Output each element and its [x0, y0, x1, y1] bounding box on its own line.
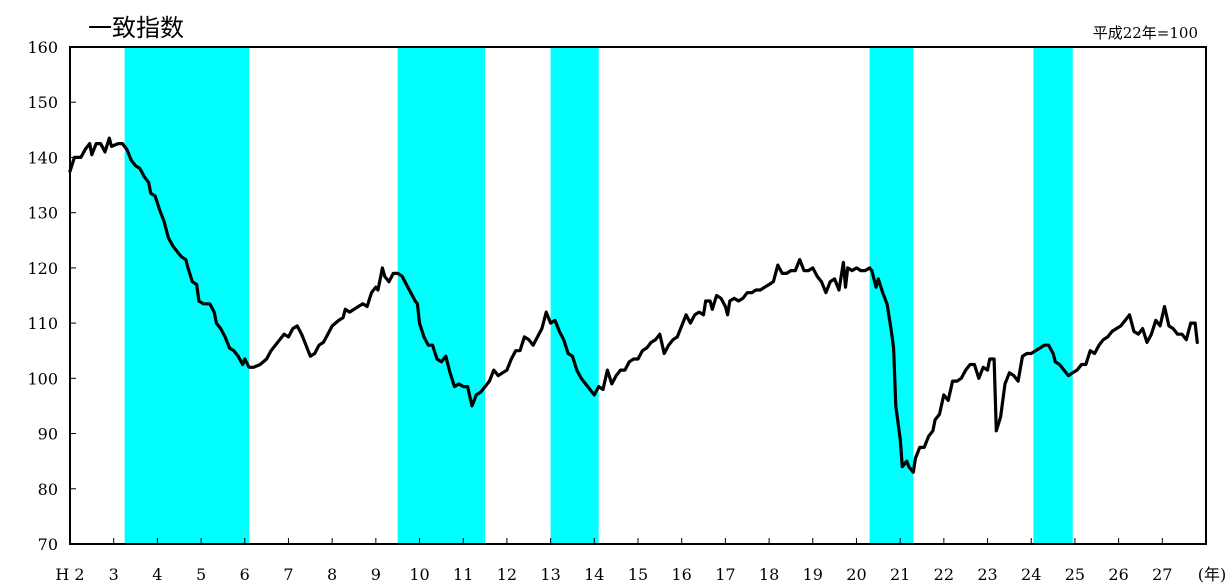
x-axis-unit-label: (年) — [1198, 565, 1227, 584]
y-tick-label: 100 — [27, 369, 58, 388]
x-tick-label: 17 — [715, 565, 735, 584]
y-tick-label: 150 — [27, 93, 58, 112]
y-tick-label: 140 — [27, 148, 58, 167]
recession-band-4 — [869, 47, 914, 544]
y-tick-label: 70 — [38, 535, 58, 554]
x-axis: H 2 3 4 5 6 7 8 9 10 11 12 13 14 15 16 17 18 19 20 21 22 23 24… — [55, 538, 1172, 584]
x-tick-label: 21 — [890, 565, 910, 584]
y-tick-label: 160 — [27, 38, 58, 57]
chart-title: 一致指数 — [88, 14, 184, 42]
x-tick-label: 7 — [283, 565, 293, 584]
x-tick-label: 14 — [584, 565, 604, 584]
x-tick-label: 4 — [152, 565, 162, 584]
recession-band-5 — [1033, 47, 1073, 544]
x-tick-label: 20 — [846, 565, 866, 584]
x-tick-label: 23 — [977, 565, 997, 584]
x-tick-label: 19 — [803, 565, 823, 584]
x-tick-label: 8 — [327, 565, 337, 584]
y-tick-label: 90 — [38, 425, 58, 444]
x-tick-label: 10 — [409, 565, 429, 584]
x-tick-label: 12 — [497, 565, 517, 584]
recession-band-1 — [124, 47, 250, 544]
x-tick-label: H 2 — [55, 565, 84, 584]
y-tick-label: 110 — [27, 314, 58, 333]
x-tick-label: 5 — [196, 565, 206, 584]
x-tick-label: 26 — [1108, 565, 1128, 584]
y-tick-label: 130 — [27, 204, 58, 223]
x-tick-label: 6 — [240, 565, 250, 584]
x-tick-label: 3 — [109, 565, 119, 584]
x-tick-label: 25 — [1065, 565, 1085, 584]
x-tick-label: 9 — [371, 565, 381, 584]
x-tick-label: 18 — [759, 565, 779, 584]
recession-bands — [124, 47, 1073, 544]
y-tick-label: 120 — [27, 259, 58, 278]
base-year-note: 平成22年=100 — [1093, 24, 1198, 42]
index-line — [68, 136, 1199, 474]
x-tick-label: 16 — [672, 565, 692, 584]
y-tick-label: 80 — [38, 480, 58, 499]
recession-band-3 — [550, 47, 599, 544]
x-tick-label: 27 — [1152, 565, 1172, 584]
x-tick-label: 22 — [934, 565, 954, 584]
x-tick-label: 11 — [453, 565, 473, 584]
x-tick-label: 13 — [540, 565, 560, 584]
y-axis: 70 80 90 100 110 120 130 140 150 160 — [27, 38, 76, 554]
x-tick-label: 15 — [628, 565, 648, 584]
x-tick-label: 24 — [1021, 565, 1041, 584]
